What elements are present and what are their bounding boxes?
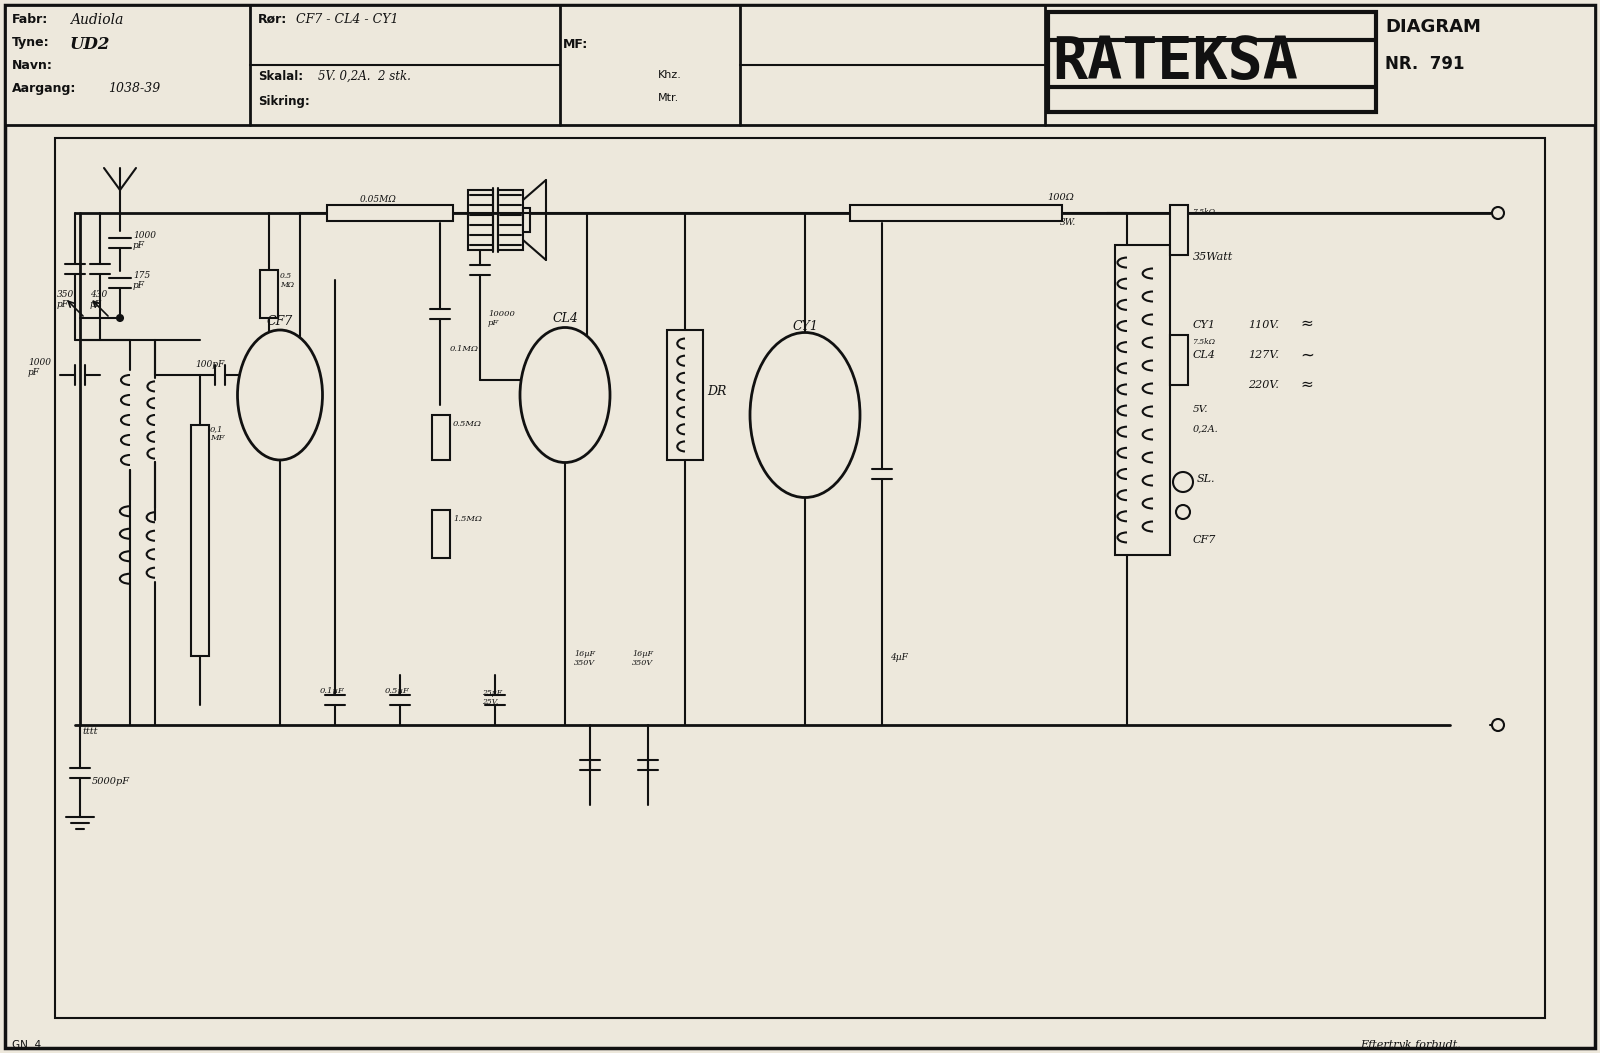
Text: pF: pF bbox=[29, 367, 40, 377]
Text: 430: 430 bbox=[90, 290, 107, 299]
Text: ≈: ≈ bbox=[1299, 377, 1312, 392]
Text: 25µF
25V.: 25µF 25V. bbox=[482, 689, 502, 707]
Text: SL.: SL. bbox=[1197, 474, 1216, 484]
Ellipse shape bbox=[520, 327, 610, 462]
Text: Navn:: Navn: bbox=[13, 59, 53, 72]
Bar bbox=[1170, 335, 1187, 385]
Circle shape bbox=[1491, 207, 1504, 219]
Bar bbox=[432, 510, 450, 558]
Text: CL4: CL4 bbox=[552, 312, 578, 325]
Text: 3W.: 3W. bbox=[1059, 218, 1077, 227]
Circle shape bbox=[1491, 719, 1504, 731]
Text: CF7: CF7 bbox=[267, 315, 293, 327]
Text: 0.5MΩ: 0.5MΩ bbox=[453, 420, 482, 428]
Text: 1000: 1000 bbox=[29, 358, 51, 367]
Text: CL4: CL4 bbox=[1194, 350, 1216, 360]
Bar bbox=[667, 330, 702, 460]
Text: 0.1MΩ: 0.1MΩ bbox=[450, 345, 478, 353]
Text: 220V.: 220V. bbox=[1248, 380, 1278, 390]
Bar bbox=[54, 138, 1546, 1018]
Text: Rør:: Rør: bbox=[258, 13, 288, 26]
Text: 175
pF: 175 pF bbox=[133, 271, 150, 291]
Text: 0.5
MΩ: 0.5 MΩ bbox=[280, 272, 294, 290]
Text: Eftertryk forbudt.: Eftertryk forbudt. bbox=[1360, 1040, 1461, 1050]
Text: pF: pF bbox=[58, 300, 69, 309]
Text: Skalal:: Skalal: bbox=[258, 69, 302, 83]
Bar bbox=[523, 208, 530, 232]
Ellipse shape bbox=[750, 333, 861, 497]
Bar bbox=[1048, 12, 1376, 112]
Text: RATEKSA: RATEKSA bbox=[1053, 35, 1298, 92]
Bar bbox=[850, 205, 1062, 221]
Text: ≈: ≈ bbox=[1299, 316, 1312, 331]
Text: 0.5µF: 0.5µF bbox=[386, 687, 410, 695]
Text: Fabr:: Fabr: bbox=[13, 13, 48, 26]
Text: 0.1µF: 0.1µF bbox=[320, 687, 344, 695]
Circle shape bbox=[1173, 472, 1194, 492]
Text: Sikring:: Sikring: bbox=[258, 95, 310, 108]
Text: 10000
pF: 10000 pF bbox=[488, 310, 515, 327]
Bar bbox=[432, 415, 450, 460]
Bar bbox=[498, 190, 523, 250]
Text: 16µF
350V: 16µF 350V bbox=[574, 650, 595, 668]
Bar bbox=[326, 205, 453, 221]
Bar bbox=[1170, 205, 1187, 255]
Text: 1038-39: 1038-39 bbox=[109, 82, 160, 95]
Text: 5000pF: 5000pF bbox=[93, 777, 130, 786]
Text: 5V.: 5V. bbox=[1194, 405, 1208, 414]
Bar bbox=[467, 190, 493, 250]
Text: pF: pF bbox=[90, 300, 102, 309]
Text: 127V.: 127V. bbox=[1248, 350, 1278, 360]
Text: 100Ω: 100Ω bbox=[1046, 193, 1074, 202]
Ellipse shape bbox=[237, 330, 323, 460]
Text: 5V. 0,2A.  2 stk.: 5V. 0,2A. 2 stk. bbox=[318, 69, 411, 83]
Text: 7.5kΩ: 7.5kΩ bbox=[1192, 208, 1214, 216]
Text: 7.5kΩ: 7.5kΩ bbox=[1192, 338, 1214, 346]
Text: Audiola: Audiola bbox=[70, 13, 123, 27]
Text: NR.  791: NR. 791 bbox=[1386, 55, 1464, 73]
Text: Mtr.: Mtr. bbox=[658, 93, 680, 103]
Text: CF7: CF7 bbox=[1194, 535, 1216, 545]
Bar bbox=[1115, 245, 1170, 555]
Text: 110V.: 110V. bbox=[1248, 320, 1278, 330]
Text: DR: DR bbox=[707, 385, 726, 398]
Text: DIAGRAM: DIAGRAM bbox=[1386, 18, 1482, 36]
Text: Aargang:: Aargang: bbox=[13, 82, 77, 95]
Text: 0,1
MF: 0,1 MF bbox=[210, 425, 224, 442]
Circle shape bbox=[117, 315, 123, 321]
Text: 16µF
350V: 16µF 350V bbox=[632, 650, 653, 668]
Text: 100pF: 100pF bbox=[195, 360, 224, 369]
Text: CY1: CY1 bbox=[1194, 320, 1216, 330]
Text: Khz.: Khz. bbox=[658, 69, 682, 80]
Text: 1.5MΩ: 1.5MΩ bbox=[453, 515, 482, 523]
Circle shape bbox=[1176, 505, 1190, 519]
Text: 1000
pF: 1000 pF bbox=[133, 231, 157, 251]
Text: 0,2A.: 0,2A. bbox=[1194, 425, 1219, 434]
Text: MF:: MF: bbox=[563, 38, 589, 51]
Bar bbox=[259, 270, 278, 318]
Text: Tyne:: Tyne: bbox=[13, 36, 50, 49]
Text: 35Watt: 35Watt bbox=[1194, 252, 1234, 262]
Text: 0.05MΩ: 0.05MΩ bbox=[360, 195, 397, 204]
Text: tttt: tttt bbox=[82, 727, 98, 736]
Text: UD2: UD2 bbox=[70, 36, 110, 53]
Text: CY1: CY1 bbox=[792, 320, 818, 333]
Text: 350: 350 bbox=[58, 290, 74, 299]
Bar bbox=[5, 5, 1595, 125]
Text: GN. 4.: GN. 4. bbox=[13, 1040, 45, 1050]
Bar bbox=[190, 424, 210, 656]
Text: CF7 - CL4 - CY1: CF7 - CL4 - CY1 bbox=[296, 13, 398, 26]
Text: 4µF: 4µF bbox=[890, 653, 907, 662]
Text: ~: ~ bbox=[1299, 347, 1314, 365]
